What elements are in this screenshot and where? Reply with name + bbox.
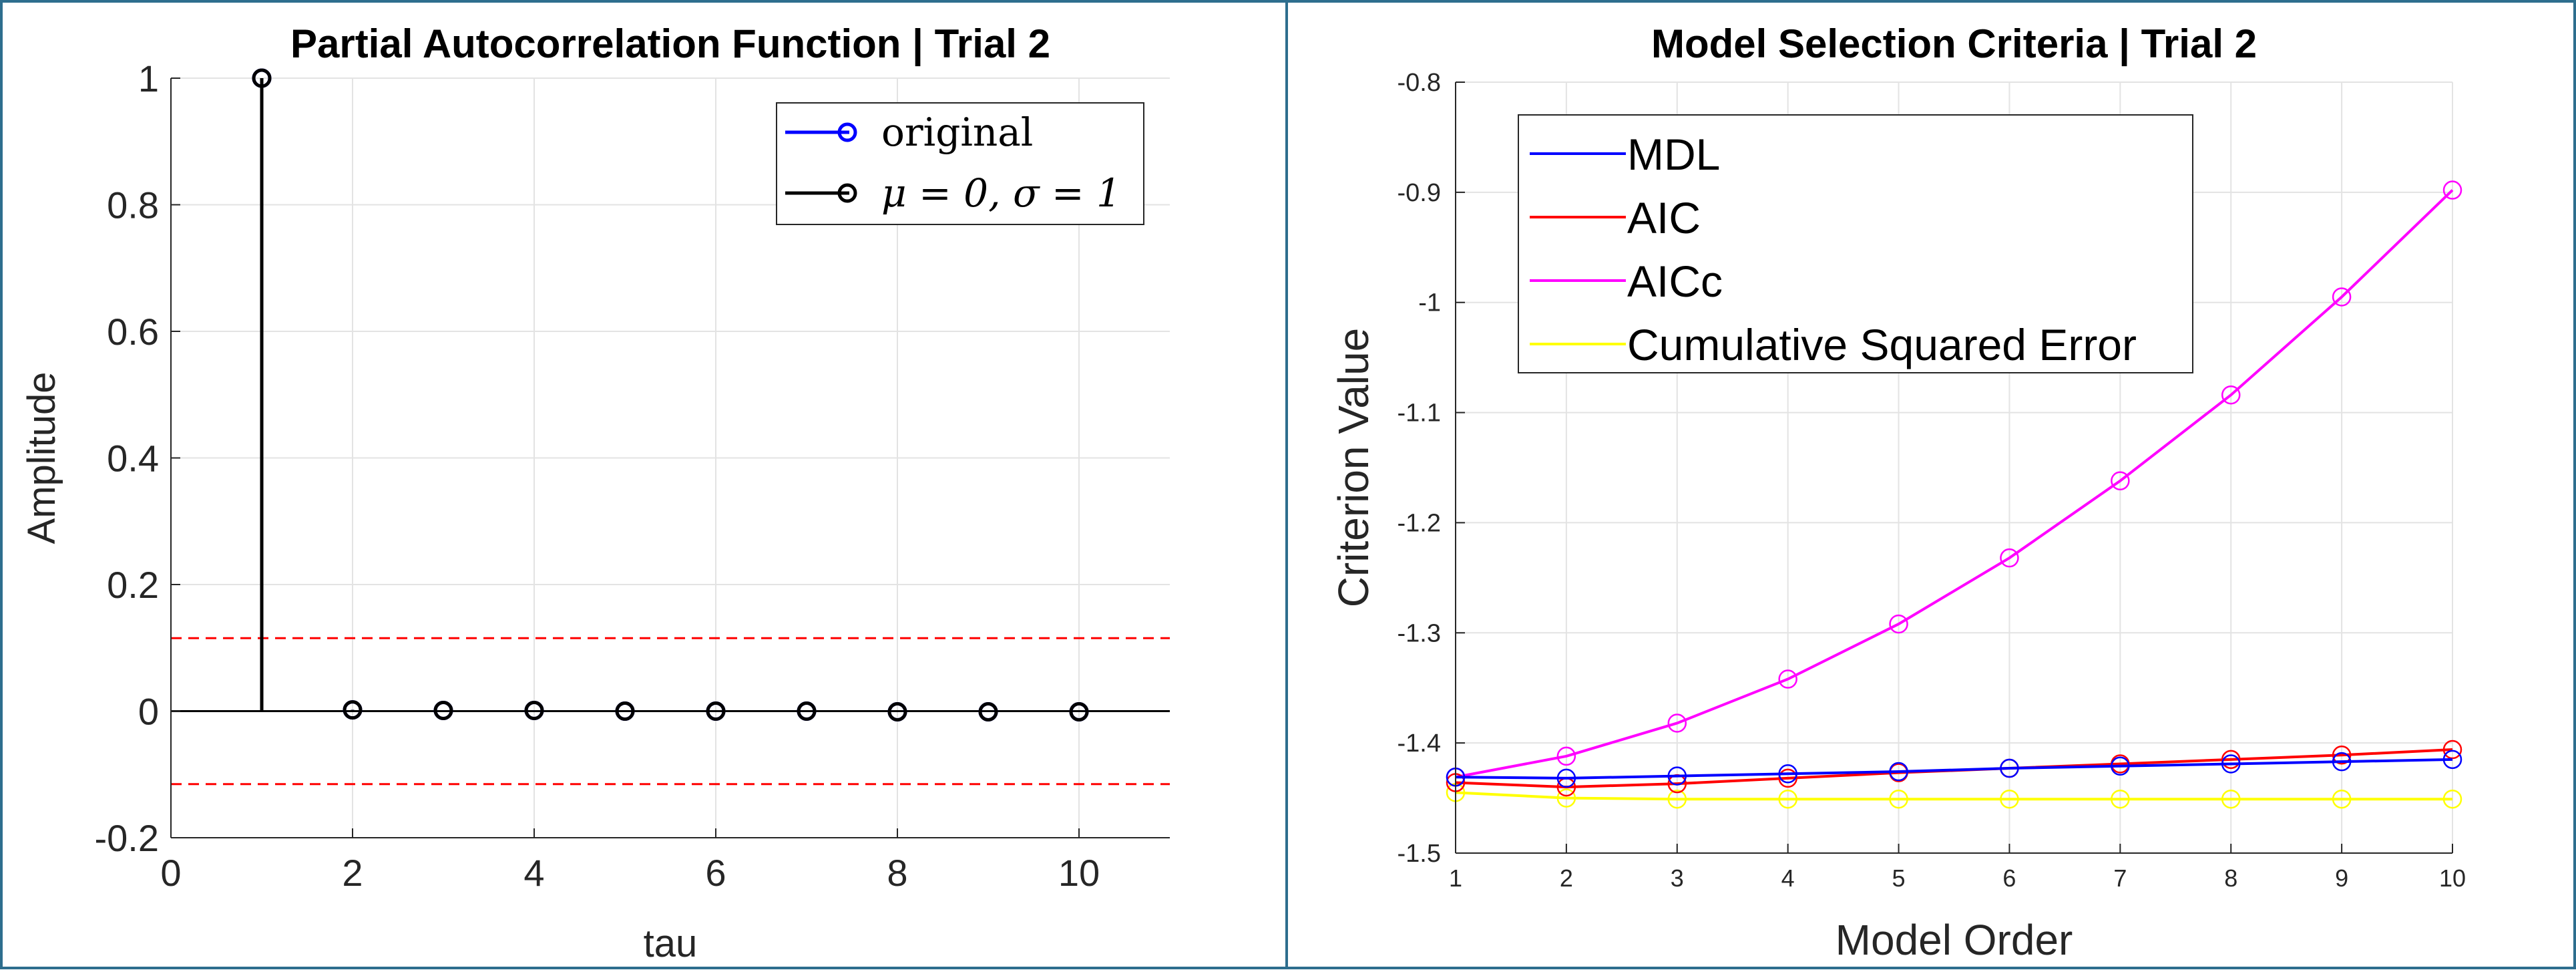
x-tick-label: 2 [342,852,363,894]
x-tick-label: 8 [2224,864,2237,892]
x-tick-label: 5 [1892,864,1906,892]
y-tick-label: -1 [1418,289,1441,317]
y-tick-label: -0.2 [95,817,160,859]
x-tick-label: 2 [1560,864,1573,892]
series-marker [2000,789,2019,809]
legend-box [1518,114,2193,373]
x-tick-label: 7 [2113,864,2127,892]
legend-label: AICc [1627,257,1723,306]
series-marker [1667,766,1687,786]
x-tick-label: 4 [1781,864,1795,892]
y-tick-label: 0.4 [107,438,159,480]
legend-label: μ = 0, σ = 1 [881,170,1121,216]
series-marker [1889,789,1908,809]
series-marker [2332,789,2352,809]
x-tick-label: 6 [2002,864,2016,892]
y-tick-label: -0.8 [1398,69,1441,97]
stem-marker [1069,701,1089,721]
series-marker [2111,756,2130,776]
series-marker [1778,669,1797,689]
series-marker [2332,746,2352,765]
x-axis-label: Model Order [1836,916,2073,964]
series-marker [2442,750,2462,770]
series-marker [2332,287,2352,307]
series-marker [2111,789,2130,809]
x-tick-label: 3 [1671,864,1684,892]
legend-marker [837,122,857,142]
series-marker [1556,768,1576,788]
series-marker [2442,180,2462,200]
stem-marker [433,701,453,721]
series-marker [1889,614,1908,634]
series-marker [2000,548,2019,568]
series-marker [1556,746,1576,766]
pacf-panel: 0 2 4 6 8 10 -0.2 0 0.2 0.4 0.6 0.8 1 Partial Autocor… [0,0,1288,969]
legend-marker [837,183,857,203]
x-tick-label: 8 [887,852,907,894]
series-marker [1778,768,1797,788]
legend-box [776,102,1144,225]
x-tick-label: 10 [1058,852,1100,894]
series-line [1455,758,2453,780]
x-tick-label: 10 [2439,864,2466,892]
stem-marker [978,701,998,721]
y-tick-label: 0.6 [107,311,159,353]
x-axis-label: tau [644,922,698,965]
stem-marker [524,701,544,721]
series-line [1455,791,2452,801]
legend: MDL AIC AICc Cumulative Squared Error [1518,114,2193,373]
legend-label: original [881,110,1033,155]
stem-marker [797,701,817,721]
y-tick-label: 0.2 [107,564,159,606]
series-marker [1778,764,1797,784]
chart-title: Model Selection Criteria | Trial 2 [1651,21,2257,67]
series-line [1455,189,2454,779]
y-tick-label: 0 [138,691,159,733]
y-tick-label: -1.4 [1398,730,1441,758]
stem-marker [887,701,907,721]
stem-marker [706,701,726,721]
y-tick-label: -1.5 [1398,840,1441,868]
y-tick-label: -0.9 [1398,179,1441,207]
legend: original μ = 0, σ = 1 [776,102,1144,225]
series-marker [1556,788,1576,808]
series-marker [1889,762,1908,782]
series-marker [2221,789,2241,809]
series-marker [1667,789,1687,809]
series-marker [2221,754,2241,774]
stem-marker [615,701,635,721]
y-axis-label: Amplitude [20,372,63,544]
y-tick-label: 1 [138,57,159,100]
stem-marker [343,700,363,720]
series-marker [2221,750,2241,770]
series-marker [2221,385,2241,405]
series-marker [1667,713,1687,733]
legend-label: MDL [1627,130,1720,179]
stem-marker [252,68,272,88]
y-tick-label: 0.8 [107,184,159,226]
x-tick-label: 4 [523,852,544,894]
series-marker [2442,740,2462,760]
y-tick-label: -1.1 [1398,399,1441,428]
x-tick-label: 0 [160,852,181,894]
series-marker [1778,789,1797,809]
y-tick-label: -1.2 [1398,509,1441,537]
model-selection-chart: 1 2 3 4 5 6 7 8 9 10 -1.5 -1.4 -1.3 -1.2 -1.1 -1 -0.9 -0.… [1329,21,2466,964]
x-tick-label: 6 [705,852,726,894]
y-tick-label: -1.3 [1398,619,1441,647]
series-marker [2442,789,2462,809]
series-marker [2000,758,2019,778]
x-tick-label: 1 [1449,864,1462,892]
legend-label: Cumulative Squared Error [1627,320,2137,369]
legend-label: AIC [1627,193,1701,242]
series-marker [2111,471,2130,491]
model-selection-panel: 1 2 3 4 5 6 7 8 9 10 -1.5 -1.4 -1.3 -1.2 -1.1 -1 -0.9 -0.… [1285,0,2576,969]
series-line [1455,748,2453,789]
chart-title: Partial Autocorrelation Function | Trial… [290,21,1050,67]
y-axis-label: Criterion Value [1329,328,1377,608]
series-marker [2332,752,2352,772]
x-tick-label: 9 [2335,864,2348,892]
